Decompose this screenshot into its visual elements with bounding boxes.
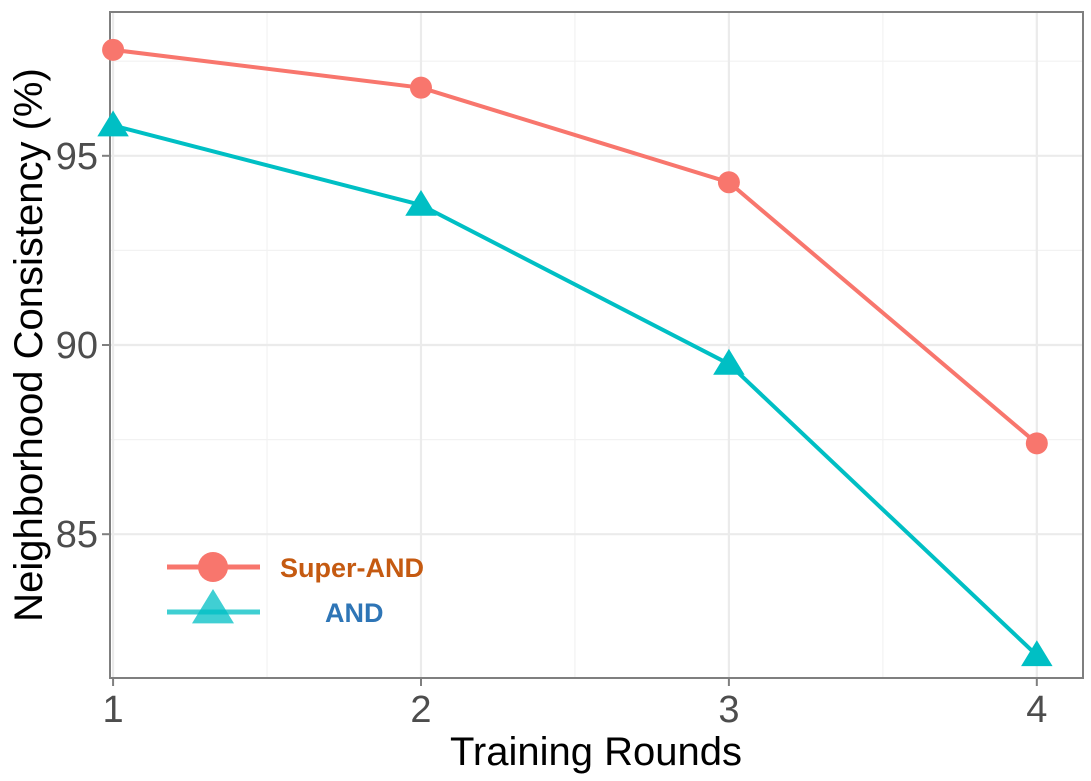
data-point <box>405 189 437 216</box>
legend-label: AND <box>325 598 384 628</box>
legend-item: Super-AND <box>167 552 424 583</box>
y-axis: 85 90 95 <box>56 136 110 556</box>
legend: Super-AND AND <box>167 552 424 628</box>
series-and <box>97 110 1053 667</box>
data-point <box>713 348 745 375</box>
data-point <box>717 171 740 194</box>
data-point <box>1021 640 1053 667</box>
data-point <box>409 76 432 99</box>
series-line <box>112 47 1039 445</box>
grid-lines <box>110 12 1083 678</box>
y-tick-label: 95 <box>56 136 98 178</box>
y-axis-title: Neighborhood Consistency (%) <box>7 68 51 622</box>
y-tick-label: 85 <box>56 514 98 556</box>
x-tick-label: 1 <box>103 689 124 731</box>
x-tick-label: 2 <box>410 689 431 731</box>
data-point <box>1025 432 1048 455</box>
legend-marker <box>192 589 234 624</box>
x-tick-label: 3 <box>718 689 739 731</box>
legend-label: Super-AND <box>280 553 424 583</box>
series-layer <box>97 38 1053 667</box>
data-point <box>97 110 129 137</box>
data-point <box>102 38 125 61</box>
legend-marker <box>198 552 228 582</box>
series-super-and <box>102 38 1048 455</box>
series-line <box>112 123 1039 657</box>
x-axis: 1 2 3 4 <box>103 678 1047 731</box>
x-axis-title: Training Rounds <box>450 730 742 774</box>
legend-item: AND <box>167 589 384 628</box>
y-tick-label: 90 <box>56 325 98 367</box>
x-tick-label: 4 <box>1026 689 1047 731</box>
